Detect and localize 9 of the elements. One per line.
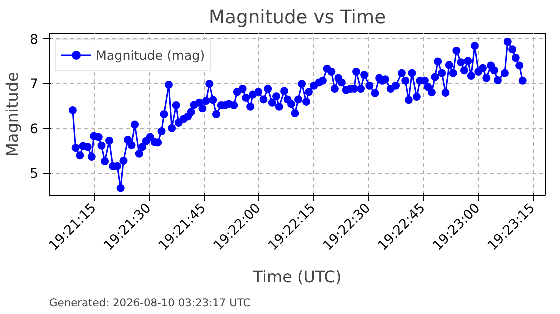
y-tick-label: 5: [30, 167, 39, 182]
legend-label: Magnitude (mag): [96, 48, 206, 62]
y-tick-label: 8: [30, 32, 39, 48]
y-tick-label: 6: [30, 122, 39, 138]
x-axis-title: Time (UTC): [252, 267, 342, 286]
y-axis-title: Magnitude: [3, 72, 22, 157]
y-tick-label: 7: [30, 78, 39, 93]
chart-title: Magnitude vs Time: [208, 8, 386, 28]
text: Generated: 2026-08-10 03:23:17 UTC: [50, 296, 251, 310]
